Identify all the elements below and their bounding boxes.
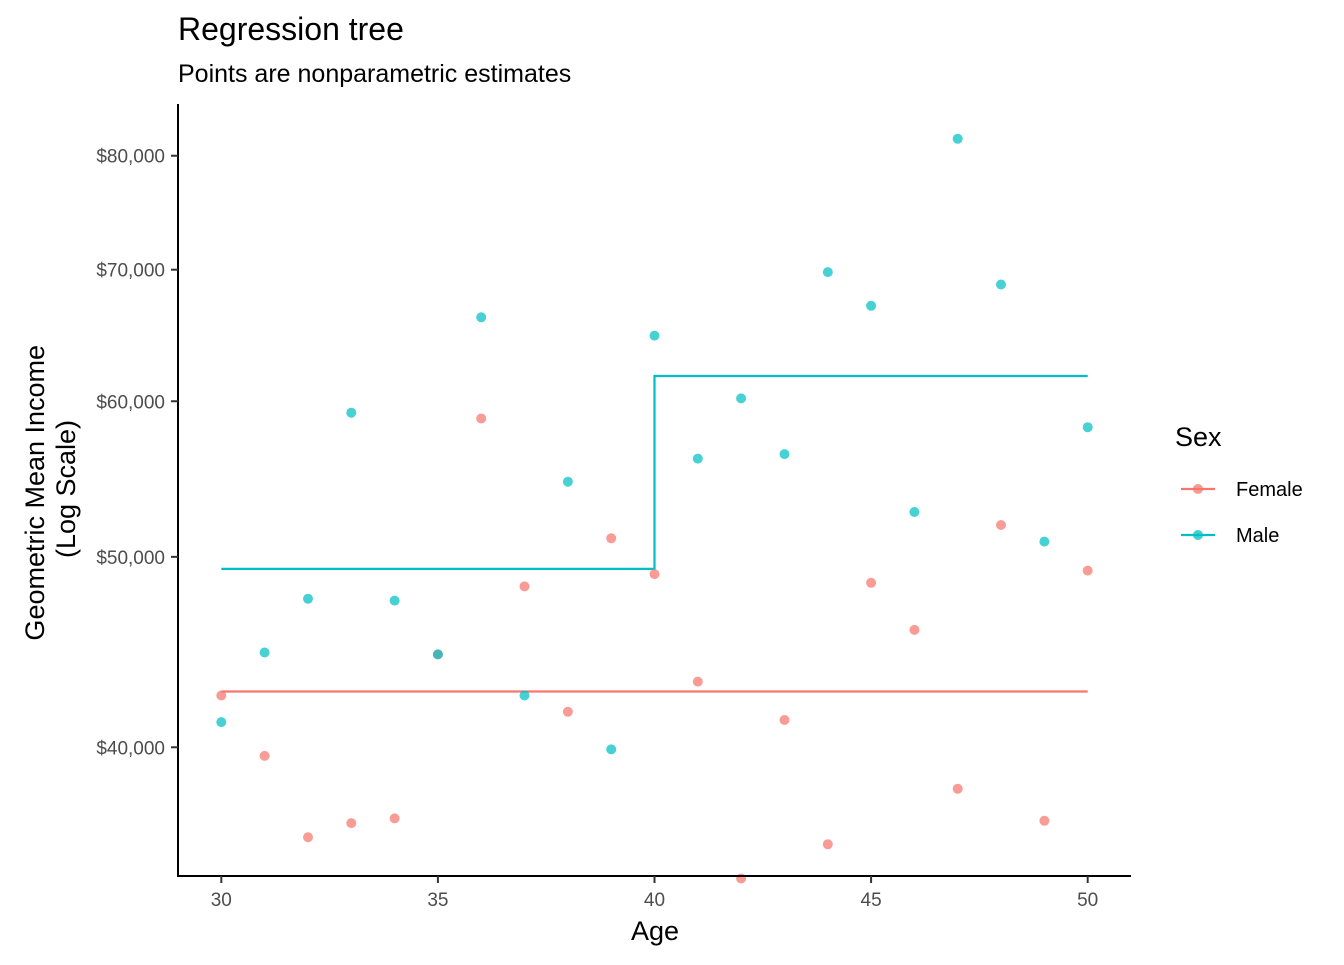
y-tick-label: $50,000 <box>96 548 165 569</box>
point-male-41 <box>692 453 703 464</box>
point-male-49 <box>1039 536 1050 547</box>
point-female-40 <box>649 569 660 580</box>
legend-key-point-male <box>1193 530 1203 540</box>
point-female-31 <box>259 750 270 761</box>
point-male-36 <box>476 312 487 323</box>
y-axis-ticks: $40,000 $50,000 $60,000 $70,000 $80,000 <box>96 147 178 759</box>
point-female-38 <box>562 706 573 717</box>
point-female-49 <box>1039 815 1050 826</box>
point-female-50 <box>1082 565 1093 576</box>
point-female-39 <box>606 533 617 544</box>
plot-area <box>216 133 1093 884</box>
y-tick-label: $70,000 <box>96 261 165 282</box>
legend-item-female: Female <box>1181 479 1303 501</box>
point-male-34 <box>389 595 400 606</box>
legend-label-male: Male <box>1236 525 1279 547</box>
x-tick-label: 45 <box>861 890 882 911</box>
point-female-47 <box>952 783 963 794</box>
point-female-33 <box>346 818 357 829</box>
point-male-39 <box>606 744 617 755</box>
point-male-33 <box>346 407 357 418</box>
y-tick-label: $60,000 <box>96 392 165 413</box>
point-male-45 <box>866 300 877 311</box>
point-male-32 <box>303 593 313 604</box>
point-female-48 <box>996 520 1006 530</box>
y-axis-title-line-2: (Log Scale) <box>51 420 81 558</box>
x-axis-title: Age <box>631 916 679 946</box>
point-male-37 <box>519 690 530 701</box>
y-axis-title-line-1: Geometric Mean Income <box>20 345 50 641</box>
point-female-45 <box>866 577 877 588</box>
point-male-47 <box>952 133 963 144</box>
point-female-44 <box>822 839 833 850</box>
point-male-46 <box>909 507 920 517</box>
x-tick-label: 50 <box>1077 890 1098 911</box>
point-female-46 <box>909 624 920 635</box>
point-male-42 <box>736 393 747 404</box>
y-axis-title: Geometric Mean Income (Log Scale) <box>20 337 81 640</box>
chart-subtitle: Points are nonparametric estimates <box>178 60 571 88</box>
point-male-40 <box>649 330 660 341</box>
point-male-31 <box>259 647 270 658</box>
point-male-38 <box>562 476 573 487</box>
legend-item-male: Male <box>1181 525 1279 547</box>
point-female-36 <box>476 413 487 424</box>
point-female-30 <box>216 690 227 701</box>
legend-key-point-female <box>1193 484 1203 494</box>
y-tick-label: $80,000 <box>96 147 165 168</box>
legend-title: Sex <box>1175 422 1222 452</box>
legend: Sex Female Male <box>1175 422 1303 547</box>
step-line-male <box>221 374 1088 571</box>
legend-label-female: Female <box>1236 479 1303 501</box>
point-male-48 <box>996 279 1006 290</box>
x-tick-label: 35 <box>427 890 448 911</box>
point-male-30 <box>216 717 227 728</box>
point-female-41 <box>692 676 703 687</box>
point-female-32 <box>303 832 313 843</box>
y-tick-label: $40,000 <box>96 738 165 759</box>
x-axis-ticks: 30 35 40 45 50 <box>211 876 1098 911</box>
point-male-44 <box>822 267 833 278</box>
x-tick-label: 30 <box>211 890 232 911</box>
point-male-50 <box>1082 422 1093 433</box>
point-female-34 <box>389 813 400 824</box>
point-female-43 <box>779 715 790 725</box>
point-male-35 <box>432 649 443 660</box>
x-tick-label: 40 <box>644 890 665 911</box>
chart-title: Regression tree <box>178 11 404 47</box>
point-male-43 <box>779 449 790 460</box>
point-female-37 <box>519 581 530 592</box>
